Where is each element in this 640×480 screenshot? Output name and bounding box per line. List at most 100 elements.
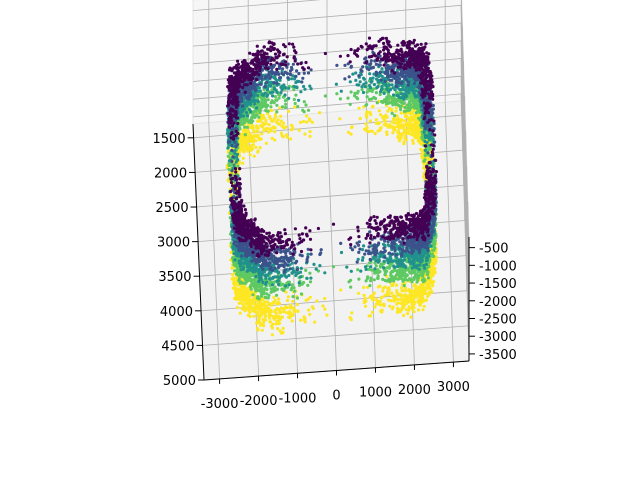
scatter-point bbox=[238, 311, 242, 315]
scatter-point bbox=[241, 273, 245, 278]
scatter-point bbox=[403, 114, 407, 119]
scatter-point bbox=[292, 310, 297, 314]
scatter-point bbox=[414, 99, 419, 103]
scatter-point bbox=[402, 130, 406, 135]
scatter-point bbox=[227, 167, 231, 171]
scatter-point bbox=[306, 108, 311, 112]
scatter-point bbox=[256, 328, 260, 332]
scatter-point bbox=[243, 281, 247, 285]
scatter-point bbox=[369, 265, 373, 269]
scatter-point bbox=[413, 283, 417, 287]
scatter-point bbox=[280, 105, 285, 109]
scatter-point bbox=[285, 135, 290, 139]
scatter-point bbox=[304, 103, 308, 107]
z-gridline bbox=[192, 93, 470, 354]
x-gridline bbox=[444, 0, 454, 363]
scatter-point bbox=[267, 123, 271, 127]
scatter-point bbox=[417, 288, 421, 293]
scatter-point bbox=[251, 143, 256, 147]
scatter-point bbox=[413, 294, 417, 298]
scatter-point bbox=[261, 121, 265, 125]
scatter-point bbox=[402, 258, 407, 262]
scatter-point bbox=[360, 88, 364, 92]
scatter-point bbox=[374, 302, 378, 306]
scatter-point bbox=[364, 112, 368, 116]
scatter-point bbox=[394, 106, 399, 110]
scatter-point bbox=[287, 109, 291, 113]
scatter-point bbox=[427, 279, 431, 283]
scatter-point bbox=[232, 286, 236, 290]
scatter-point bbox=[372, 83, 376, 87]
scatter-point bbox=[267, 306, 271, 311]
scatter-point bbox=[254, 274, 258, 279]
scatter-point bbox=[431, 284, 435, 288]
scatter-point bbox=[306, 283, 310, 287]
scatter-point bbox=[409, 315, 413, 319]
scatter-point bbox=[385, 290, 390, 294]
scatter-point bbox=[291, 299, 295, 303]
scatter-point bbox=[261, 93, 265, 97]
scatter-point bbox=[258, 111, 262, 115]
scatter-point bbox=[276, 327, 280, 331]
scatter-point bbox=[303, 132, 307, 136]
scatter-point bbox=[377, 299, 381, 304]
scatter-point bbox=[388, 100, 392, 104]
scatter-point bbox=[403, 299, 407, 303]
scatter-point bbox=[240, 142, 244, 147]
scatter-point bbox=[232, 252, 236, 256]
scatter-point bbox=[398, 260, 402, 264]
scatter-point bbox=[390, 291, 394, 295]
scatter-point bbox=[402, 313, 406, 318]
scatter-point bbox=[401, 279, 405, 283]
scatter-point bbox=[274, 322, 278, 326]
scatter-point bbox=[251, 124, 255, 128]
scatter-point bbox=[413, 275, 417, 279]
scatter-point bbox=[378, 121, 382, 125]
scatter-point bbox=[396, 123, 400, 127]
scatter-point bbox=[241, 156, 245, 160]
scatter-point bbox=[245, 298, 249, 303]
scatter-point bbox=[372, 291, 376, 295]
scatter-point bbox=[374, 118, 378, 122]
scatter-point bbox=[397, 270, 401, 275]
scatter-point bbox=[289, 137, 293, 141]
scatter-point bbox=[420, 290, 424, 294]
scatter-point bbox=[293, 289, 297, 293]
scatter-point bbox=[285, 298, 290, 302]
scatter-point bbox=[299, 275, 303, 279]
scatter-point bbox=[363, 296, 367, 301]
scatter-point bbox=[325, 313, 329, 317]
scatter-point bbox=[415, 291, 419, 295]
scatter-point bbox=[272, 295, 276, 299]
scatter-point bbox=[282, 310, 286, 314]
scatter-point bbox=[364, 267, 368, 271]
scatter-point bbox=[386, 109, 390, 113]
scatter-point bbox=[368, 72, 372, 76]
scatter-point bbox=[374, 121, 378, 125]
scatter-point bbox=[284, 102, 288, 106]
scatter-point bbox=[287, 273, 291, 278]
scatter-point bbox=[346, 96, 350, 100]
scatter-point bbox=[315, 299, 319, 303]
x-gridline bbox=[365, 0, 376, 368]
scatter-point bbox=[261, 321, 265, 325]
scatter-point bbox=[368, 110, 372, 115]
scatter-point bbox=[247, 274, 251, 278]
scatter-point bbox=[390, 307, 394, 311]
scatter-point bbox=[302, 119, 306, 124]
scatter-point bbox=[361, 90, 366, 95]
scatter-point bbox=[263, 314, 268, 318]
scatter-point bbox=[234, 294, 239, 298]
scatter-point bbox=[297, 128, 301, 132]
scatter-point bbox=[305, 120, 309, 124]
scatter-point bbox=[237, 297, 241, 301]
scatter-point bbox=[299, 266, 303, 270]
scatter-point bbox=[323, 94, 327, 98]
scatter-point bbox=[362, 76, 366, 80]
scatter-point bbox=[386, 298, 391, 302]
scatter-point bbox=[380, 67, 384, 71]
scatter-point bbox=[275, 103, 279, 107]
scatter-point bbox=[256, 295, 260, 299]
scatter-point bbox=[303, 87, 307, 91]
scatter-point bbox=[270, 326, 274, 330]
